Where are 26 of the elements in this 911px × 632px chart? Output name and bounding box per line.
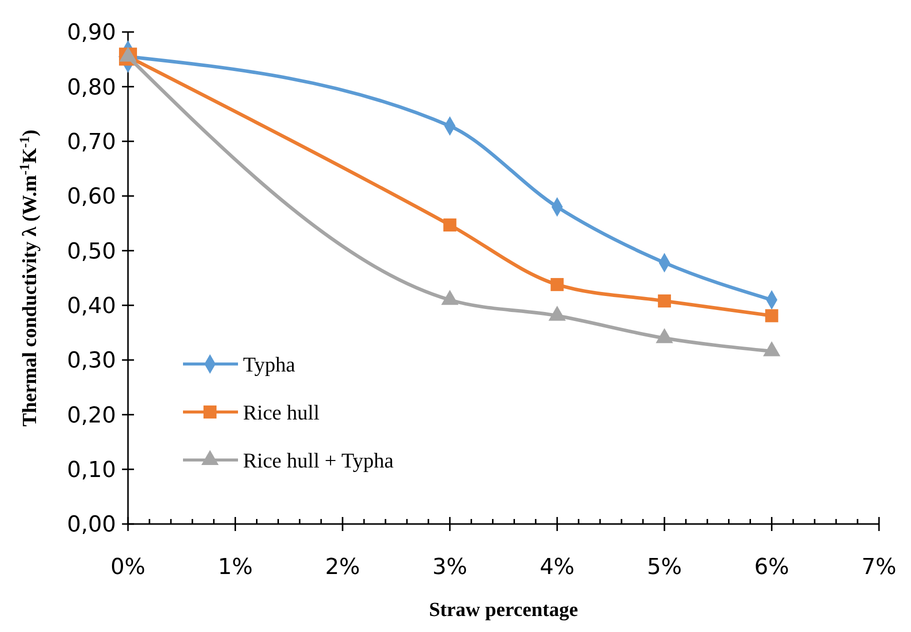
x-axis-title: Straw percentage: [428, 599, 578, 621]
x-tick-label: 4%: [540, 555, 575, 580]
x-tick-label: 0%: [110, 555, 146, 580]
x-tick-label: 3%: [432, 555, 468, 580]
point: [765, 309, 778, 322]
x-tick-label: 5%: [646, 555, 682, 580]
y-tick-label: 0,50: [67, 239, 116, 264]
x-tick-label: 6%: [754, 555, 790, 580]
x-tick-label: 1%: [218, 555, 253, 580]
legend-label: Rice hull + Typha: [243, 448, 394, 472]
legend-label: Rice hull: [243, 400, 320, 424]
y-tick-label: 0,30: [67, 348, 116, 374]
y-tick-label: 0,40: [67, 294, 116, 320]
point: [550, 278, 564, 292]
y-tick-label: 0,20: [67, 403, 116, 428]
y-tick-label: 0,00: [67, 512, 116, 538]
y-tick-label: 0,70: [67, 130, 116, 156]
legend-label: Typha: [243, 352, 296, 376]
x-tick-label: 2%: [325, 555, 360, 580]
point: [443, 218, 456, 232]
point: [658, 294, 671, 308]
y-tick-label: 0,80: [67, 75, 116, 100]
y-tick-label: 0,60: [67, 184, 116, 210]
y-tick-label: 0,10: [67, 458, 116, 484]
x-tick-label: 7%: [862, 555, 896, 580]
y-tick-label: 0,90: [67, 20, 116, 46]
